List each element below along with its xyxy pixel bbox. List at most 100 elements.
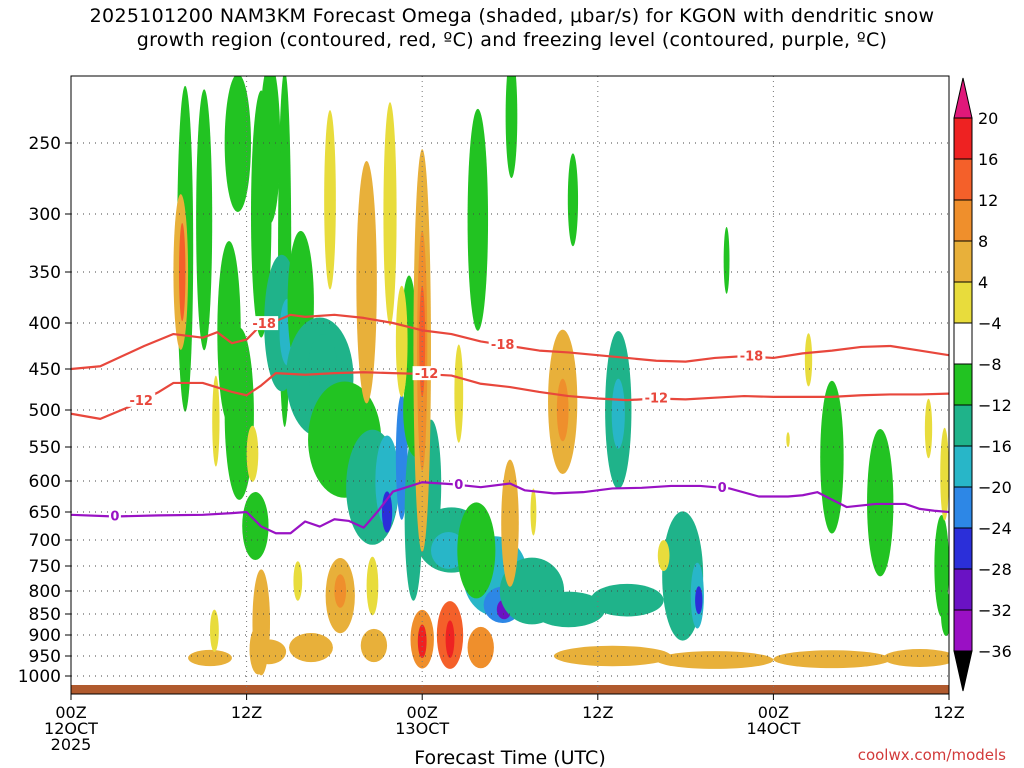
omega-cell-43 [940,592,949,636]
x-tick-label-12-1: 12Z [231,703,262,722]
y-tick-label-350: 350 [29,263,61,283]
omega-cell-70 [467,626,494,669]
omega-cell-62 [293,561,303,601]
contour-minus12-line [71,371,949,420]
omega-cell-72 [289,633,333,663]
omega-shading [173,76,949,676]
contour-minus12-label-2: -12 [645,392,669,407]
chart-title-line2: growth region (contoured, red, ºC) and f… [136,29,888,51]
contour-freezing-label-1: 0 [454,478,463,493]
surface-terrain [71,685,949,694]
omega-cell-35 [505,76,518,179]
temperature-contours: -18 -18 -18 -12 -12 -12 0 0 0 [71,313,949,535]
omega-cell-44 [242,492,269,560]
colorbar-label-1: 16 [978,150,998,169]
omega-cell-58 [501,459,519,587]
omega-cell-76 [249,624,268,675]
contour-minus18-label-2: -18 [740,350,764,365]
y-tick-label-850: 850 [29,605,61,625]
omega-cell-81 [804,333,813,387]
colorbar-label-11: −28 [978,560,1012,579]
colorbar-swatch-8 [953,445,973,488]
contour-minus18-label-bg-2 [737,348,766,363]
colorbar-top-arrow [953,77,973,119]
y-tick-label-400: 400 [29,314,61,334]
omega-cell-50 [383,102,397,326]
omega-cell-64 [334,574,347,608]
credit-text: coolwx.com/models [857,746,1006,764]
omega-cell-2 [224,76,251,212]
y-tick-label-950: 950 [29,647,61,667]
contour-freezing-label-0: 0 [110,509,119,524]
omega-cell-31 [457,502,496,599]
omega-cell-82 [924,398,933,459]
contour-minus12-label-bg-1 [412,366,441,381]
omega-cell-60 [246,425,259,482]
omega-cell-21 [430,531,467,569]
y-tick-label-900: 900 [29,626,61,646]
omega-cell-34 [467,108,489,331]
omega-cell-85 [657,540,670,572]
colorbar-swatch-12 [953,609,973,652]
x-tick-label-24-2: 13OCT [395,719,449,738]
omega-cell-41 [867,429,894,577]
colorbar-label-13: −36 [978,642,1012,661]
colorbar-swatch-2 [953,199,973,242]
omega-cell-6 [259,76,281,224]
omega-cell-69 [445,620,455,659]
omega-cell-47 [212,375,220,467]
colorbar-bottom-arrow [953,650,973,692]
omega-cell-30 [695,586,703,615]
omega-cell-38 [611,378,625,449]
contour-freezing-label-bg-2 [716,479,729,494]
omega-cell-1 [196,89,213,351]
colorbar-swatch-5 [953,322,973,365]
pressure-axis: 2503003504004505005506006507007508008509… [18,134,71,687]
colorbar-label-12: −32 [978,601,1012,620]
omega-cell-39 [723,227,730,294]
contour-freezing-label-bg-0 [108,508,121,523]
colorbar-label-2: 12 [978,191,998,210]
y-tick-label-550: 550 [29,438,61,458]
omega-cell-74 [188,649,232,667]
omega-cell-49 [356,161,377,404]
y-tick-label-600: 600 [29,472,61,492]
y-tick-label-750: 750 [29,557,61,577]
omega-cell-78 [656,651,774,669]
surface-band [71,685,949,694]
omega-cell-48 [324,110,336,290]
colorbar-swatch-11 [953,568,973,611]
colorbar: 20 16 12 8 4 −4 −8 −12 −16 −20 −24 −28 −32 −36 [953,77,1012,692]
x-tick-label-48-2: 14OCT [746,719,800,738]
colorbar-label-6: −8 [978,355,1002,374]
contour-minus12-label-bg-2 [642,390,671,405]
omega-cell-80 [883,649,949,667]
colorbar-swatch-6 [953,363,973,406]
omega-cell-26 [531,591,606,628]
omega-cell-84 [786,432,790,447]
x-tick-label-0-2: 12OCT [44,719,98,738]
colorbar-label-0: 20 [978,109,998,128]
omega-cell-51 [395,285,408,398]
contour-minus18-label-bg-0 [250,316,279,331]
y-tick-label-700: 700 [29,531,61,551]
x-tick-label-24-1: 00Z [407,703,438,722]
contour-freezing-label-bg-1 [452,476,465,491]
colorbar-swatch-3 [953,240,973,283]
contour-freezing-label-2: 0 [718,481,727,496]
omega-cell-79 [773,650,891,669]
colorbar-swatch-0 [953,117,973,160]
omega-cell-27 [590,583,664,617]
x-tick-label-0-3: 2025 [51,735,92,754]
chart-title-line1: 2025101200 NAM3KM Forecast Omega (shaded… [89,5,935,27]
omega-cell-57 [556,378,569,442]
omega-cell-15 [375,435,399,527]
chart-title: 2025101200 NAM3KM Forecast Omega (shaded… [0,4,1024,52]
omega-cell-83 [940,427,949,521]
omega-cell-46 [178,222,186,322]
colorbar-swatch-10 [953,527,973,570]
y-tick-label-250: 250 [29,134,61,154]
colorbar-swatch-7 [953,404,973,447]
x-axis-label: Forecast Time (UTC) [414,747,605,768]
